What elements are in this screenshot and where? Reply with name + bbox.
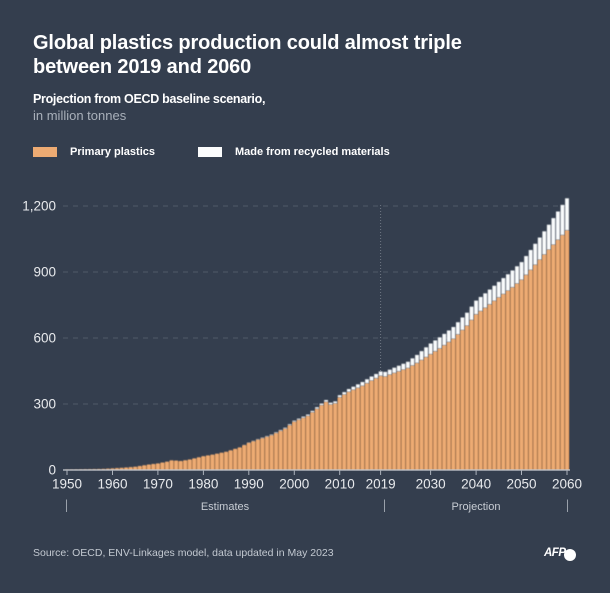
svg-text:1970: 1970	[143, 477, 173, 492]
svg-text:2030: 2030	[416, 477, 446, 492]
svg-text:1,200: 1,200	[22, 199, 56, 214]
svg-text:2019: 2019	[366, 477, 396, 492]
svg-text:Estimates: Estimates	[201, 501, 250, 513]
svg-text:2060: 2060	[552, 477, 582, 492]
svg-text:0: 0	[48, 463, 56, 478]
svg-text:600: 600	[33, 331, 56, 346]
svg-text:2040: 2040	[461, 477, 491, 492]
svg-text:900: 900	[33, 265, 56, 280]
svg-text:2000: 2000	[279, 477, 309, 492]
svg-text:1960: 1960	[97, 477, 127, 492]
svg-text:Projection: Projection	[452, 501, 501, 513]
svg-text:1950: 1950	[52, 477, 82, 492]
svg-text:1980: 1980	[188, 477, 218, 492]
svg-text:2010: 2010	[325, 477, 355, 492]
svg-text:1990: 1990	[234, 477, 264, 492]
svg-text:300: 300	[33, 397, 56, 412]
svg-text:2050: 2050	[506, 477, 536, 492]
